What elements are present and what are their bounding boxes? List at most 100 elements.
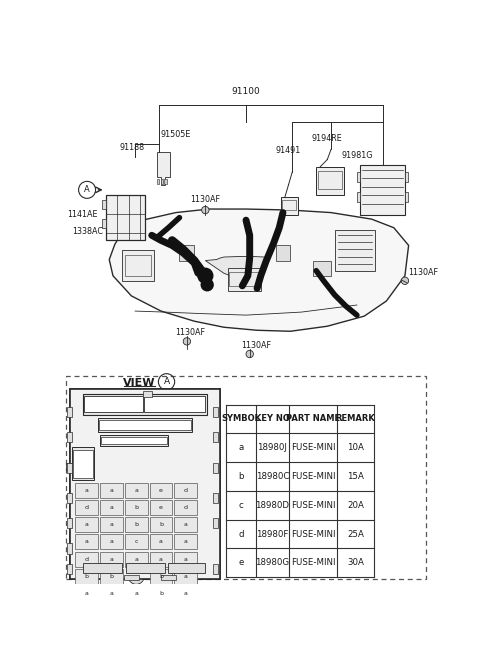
Bar xyxy=(405,192,408,203)
Bar xyxy=(214,462,218,473)
Text: 25A: 25A xyxy=(347,529,364,539)
Bar xyxy=(102,200,106,209)
Text: 91505E: 91505E xyxy=(161,130,191,139)
Bar xyxy=(99,420,192,430)
Bar xyxy=(281,197,298,215)
Bar xyxy=(312,260,331,276)
Bar xyxy=(214,518,218,528)
Text: 1130AF: 1130AF xyxy=(408,268,439,277)
Text: a: a xyxy=(109,556,113,562)
Bar xyxy=(150,500,172,515)
Text: 1130AF: 1130AF xyxy=(175,328,205,337)
Bar xyxy=(143,391,152,397)
Bar xyxy=(125,517,148,532)
Text: 18980G: 18980G xyxy=(255,558,289,567)
Bar xyxy=(125,535,148,550)
Bar xyxy=(71,390,220,579)
Bar xyxy=(214,407,218,417)
Bar xyxy=(229,272,259,286)
Text: PART NAME: PART NAME xyxy=(286,415,340,423)
Bar xyxy=(174,483,197,498)
Polygon shape xyxy=(205,256,268,281)
Text: b: b xyxy=(159,574,163,579)
Circle shape xyxy=(201,278,214,291)
Text: 18980J: 18980J xyxy=(257,443,287,452)
Bar xyxy=(84,396,143,412)
Bar xyxy=(161,178,163,184)
Bar xyxy=(100,436,168,447)
Text: e: e xyxy=(159,488,163,493)
Circle shape xyxy=(202,207,209,214)
Bar xyxy=(174,569,197,584)
Bar xyxy=(122,251,154,281)
Text: a: a xyxy=(85,591,89,596)
Bar xyxy=(124,575,139,580)
Bar xyxy=(282,200,296,210)
Bar xyxy=(164,178,167,184)
Bar xyxy=(157,178,159,184)
Bar xyxy=(174,535,197,550)
Text: A: A xyxy=(164,377,169,386)
Text: a: a xyxy=(109,539,113,544)
Text: a: a xyxy=(159,556,163,562)
Bar xyxy=(150,535,172,550)
Text: b: b xyxy=(134,522,138,527)
Polygon shape xyxy=(156,152,170,185)
Text: a: a xyxy=(134,591,138,596)
Bar xyxy=(100,552,123,567)
Bar xyxy=(125,500,148,515)
Text: 30A: 30A xyxy=(347,558,364,567)
Bar xyxy=(150,569,172,584)
Bar xyxy=(67,543,72,554)
Text: a: a xyxy=(184,556,188,562)
Text: c: c xyxy=(134,539,138,544)
Bar xyxy=(66,462,72,470)
Text: a: a xyxy=(184,591,188,596)
Text: a: a xyxy=(109,522,113,527)
Text: 18980F: 18980F xyxy=(256,529,288,539)
Bar xyxy=(67,462,72,473)
Text: 91981G: 91981G xyxy=(341,151,372,160)
Bar xyxy=(75,586,98,601)
Bar xyxy=(75,569,98,584)
Text: a: a xyxy=(109,488,113,493)
Bar xyxy=(174,500,197,515)
Bar xyxy=(100,500,123,515)
Polygon shape xyxy=(211,447,220,478)
Text: a: a xyxy=(159,539,163,544)
Bar xyxy=(150,517,172,532)
Text: d: d xyxy=(84,505,89,510)
Circle shape xyxy=(197,268,214,284)
Bar xyxy=(150,483,172,498)
Text: REMARK: REMARK xyxy=(336,415,375,423)
Bar xyxy=(150,586,172,601)
Bar xyxy=(100,586,123,601)
Text: 91188: 91188 xyxy=(120,144,145,152)
Bar xyxy=(101,438,167,444)
Text: FUSE-MINI: FUSE-MINI xyxy=(291,443,335,452)
Bar xyxy=(100,483,123,498)
Text: 1338AC: 1338AC xyxy=(72,227,103,236)
Bar xyxy=(75,552,98,567)
Text: d: d xyxy=(184,505,188,510)
Bar xyxy=(84,394,207,415)
Bar xyxy=(276,245,290,260)
Text: a: a xyxy=(85,488,89,493)
Bar xyxy=(161,575,176,580)
Bar xyxy=(357,192,360,203)
Text: 1130AF: 1130AF xyxy=(191,195,220,205)
Text: a: a xyxy=(134,488,138,493)
Bar xyxy=(106,195,145,240)
Bar xyxy=(318,171,342,189)
Bar xyxy=(100,517,123,532)
Text: SYMBOL: SYMBOL xyxy=(221,415,260,423)
Text: VIEW: VIEW xyxy=(122,378,155,388)
Text: a: a xyxy=(238,443,243,452)
Bar xyxy=(125,586,148,601)
Text: a: a xyxy=(184,539,188,544)
Bar xyxy=(67,518,72,528)
Bar xyxy=(214,432,218,442)
Bar xyxy=(125,552,148,567)
Text: a: a xyxy=(109,591,113,596)
Bar xyxy=(144,396,205,412)
